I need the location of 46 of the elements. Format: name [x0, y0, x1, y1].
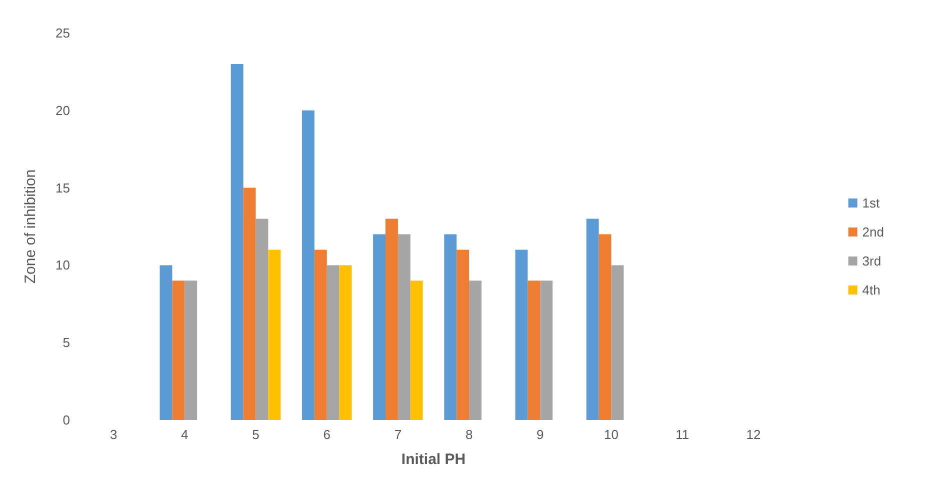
- bar: [160, 265, 172, 420]
- bar: [410, 280, 423, 420]
- bar: [339, 265, 352, 420]
- legend-label: 4th: [862, 282, 880, 298]
- bar: [256, 218, 268, 420]
- bar: [326, 265, 340, 420]
- bar: [172, 280, 185, 420]
- bar: [611, 265, 624, 420]
- x-tick-label: 7: [394, 427, 402, 442]
- bar: [184, 280, 198, 420]
- bar: [386, 218, 398, 420]
- bar: [243, 188, 256, 420]
- bar: [540, 280, 553, 420]
- bar: [230, 64, 244, 420]
- bar: [398, 234, 410, 420]
- bar: [515, 250, 528, 420]
- x-tick-label: 8: [465, 427, 473, 442]
- legend-label: 2nd: [862, 224, 884, 240]
- y-tick-label: 10: [56, 258, 70, 273]
- bar: [373, 234, 386, 420]
- bar: [268, 250, 281, 420]
- x-tick-label: 6: [323, 427, 330, 442]
- bar: [314, 250, 327, 420]
- bar: [598, 234, 612, 420]
- y-tick-label: 20: [56, 102, 70, 118]
- x-tick-label: 11: [676, 427, 690, 442]
- x-axis-title: Initial PH: [401, 451, 466, 468]
- bar: [302, 110, 314, 420]
- y-axis-title: Zone of inhibition: [22, 169, 39, 284]
- bar: [456, 250, 470, 420]
- y-tick-label: 0: [62, 412, 70, 428]
- x-tick-label: 4: [181, 427, 188, 442]
- y-tick-label: 15: [56, 180, 70, 196]
- bar: [528, 280, 540, 420]
- x-tick-label: 9: [536, 427, 544, 442]
- bar: [444, 234, 457, 420]
- x-tick-label: 5: [252, 427, 260, 442]
- legend-label: 3rd: [862, 254, 882, 268]
- legend-label: 1st: [862, 196, 880, 210]
- bar: [469, 280, 482, 420]
- y-tick-label: 5: [62, 335, 70, 350]
- x-tick-label: 12: [746, 427, 761, 442]
- x-tick-label: 3: [110, 427, 118, 442]
- x-tick-label: 10: [604, 427, 618, 442]
- bar: [586, 218, 599, 420]
- y-tick-label: 25: [56, 26, 70, 40]
